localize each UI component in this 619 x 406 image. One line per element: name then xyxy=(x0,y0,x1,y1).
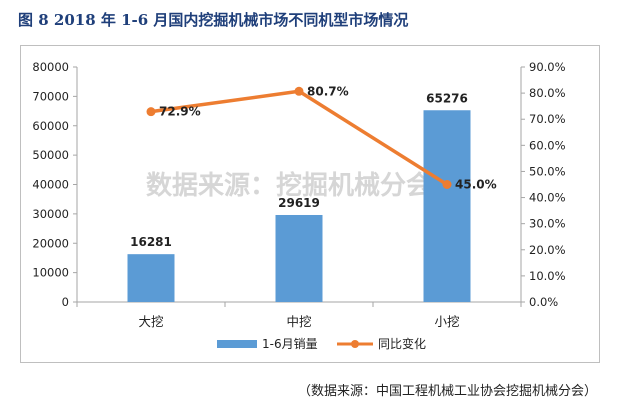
y-right-tick-label: 0.0% xyxy=(529,295,558,309)
bar-data-label: 16281 xyxy=(130,235,172,249)
y-left-tick-label: 30000 xyxy=(32,207,69,221)
y-left-tick-label: 60000 xyxy=(32,119,69,133)
legend-label-bar: 1-6月销量 xyxy=(262,337,318,351)
y-right-tick-label: 10.0% xyxy=(529,269,566,283)
line-point xyxy=(442,180,452,189)
watermark-text: 数据来源：挖掘机械分会 xyxy=(146,170,432,201)
legend-swatch-marker xyxy=(351,340,359,348)
x-tick-label: 大挖 xyxy=(138,314,163,329)
legend-swatch-bar xyxy=(217,340,257,348)
line-data-label: 80.7% xyxy=(307,84,349,98)
chart-frame: 数据来源：挖掘机械分会 0 10000 20000 30000 40000 50000 60… xyxy=(20,45,600,363)
bar xyxy=(127,254,175,302)
figure-title: 图 8 2018 年 1-6 月国内挖掘机械市场不同机型市场情况 xyxy=(18,11,409,29)
x-tick-label: 中挖 xyxy=(286,314,311,329)
line-series: 72.9% 80.7% 45.0% xyxy=(146,84,497,192)
bar-series: 16281 29619 65276 xyxy=(127,91,471,303)
legend-label-line: 同比变化 xyxy=(378,336,426,351)
line-point xyxy=(294,86,304,96)
line-data-label: 45.0% xyxy=(455,178,497,192)
y-left-tick-label: 0 xyxy=(62,295,69,309)
y-right-tick-label: 60.0% xyxy=(529,138,566,152)
y-left-tick-label: 70000 xyxy=(32,89,69,103)
y-left-tick-label: 20000 xyxy=(32,236,69,250)
bar-data-label: 65276 xyxy=(426,91,468,105)
line-data-label: 72.9% xyxy=(159,105,201,119)
line-point xyxy=(146,107,156,117)
y-left-tick-label: 40000 xyxy=(32,178,69,192)
bar-data-label: 29619 xyxy=(278,196,320,210)
y-left-tick-label: 80000 xyxy=(32,60,69,74)
y-right-tick-label: 80.0% xyxy=(529,86,566,100)
legend: 1-6月销量 同比变化 xyxy=(217,336,426,351)
y-right-tick-label: 90.0% xyxy=(529,60,566,74)
combo-chart: 数据来源：挖掘机械分会 0 10000 20000 30000 40000 50000 60… xyxy=(32,60,566,351)
y-right-tick-label: 30.0% xyxy=(529,217,566,231)
y-left-tick-label: 50000 xyxy=(32,148,69,162)
y-right-tick-label: 20.0% xyxy=(529,243,566,257)
bar xyxy=(423,110,471,303)
y-left-tick-label: 10000 xyxy=(32,266,69,280)
watermark: 数据来源：挖掘机械分会 xyxy=(146,170,432,201)
source-note: （数据来源：中国工程机械工业协会挖掘机械分会） xyxy=(297,384,597,399)
y-right-tick-label: 50.0% xyxy=(529,164,566,178)
x-tick-label: 小挖 xyxy=(434,314,459,329)
y-right-tick-label: 40.0% xyxy=(529,191,566,205)
y-right-tick-label: 70.0% xyxy=(529,112,566,126)
bar xyxy=(275,214,323,302)
